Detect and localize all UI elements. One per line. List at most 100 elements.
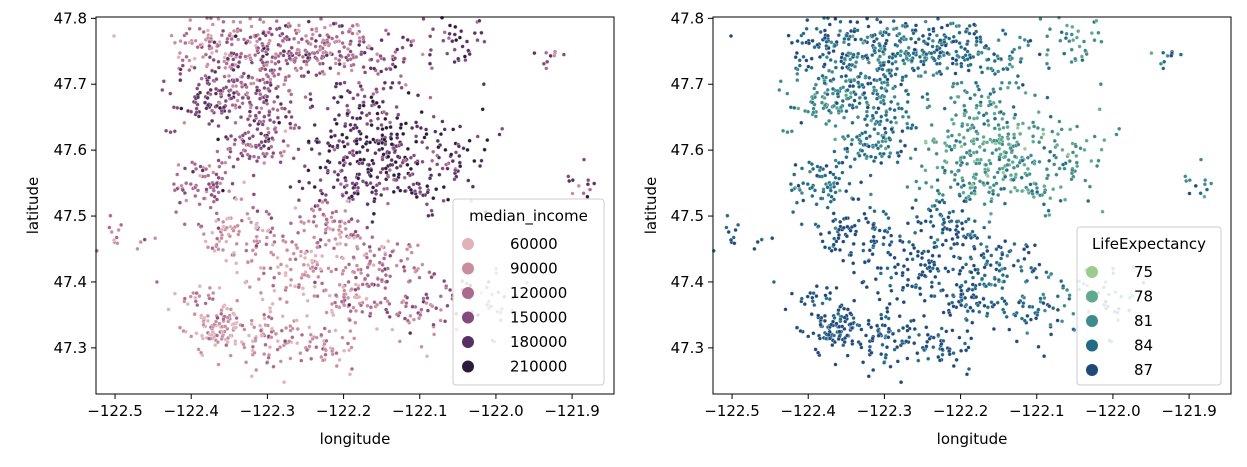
scatter-point (342, 298, 347, 303)
scatter-point (335, 177, 340, 183)
scatter-point (1158, 61, 1163, 66)
scatter-point (172, 291, 177, 296)
scatter-point (214, 242, 219, 247)
scatter-point (1012, 241, 1017, 247)
scatter-point (296, 147, 301, 152)
scatter-point (405, 256, 410, 261)
scatter-point (964, 318, 969, 323)
scatter-point (419, 344, 424, 349)
scatter-point (852, 223, 857, 228)
scatter-point (1022, 247, 1027, 252)
scatter-point (810, 193, 815, 199)
scatter-point (865, 55, 870, 61)
scatter-point (192, 312, 197, 317)
scatter-point (371, 263, 376, 268)
scatter-point (937, 200, 942, 205)
scatter-point (1063, 36, 1068, 41)
scatter-point (237, 60, 242, 65)
scatter-point (726, 229, 731, 235)
scatter-point (1053, 145, 1058, 150)
scatter-point (992, 116, 998, 121)
scatter-point (1022, 295, 1027, 300)
scatter-point (930, 266, 935, 271)
scatter-point (961, 55, 966, 60)
scatter-point (1049, 271, 1054, 276)
scatter-point (222, 74, 227, 79)
scatter-point (826, 50, 832, 55)
scatter-point (802, 302, 807, 307)
scatter-point (957, 41, 962, 46)
scatter-point (1003, 239, 1008, 244)
scatter-point (893, 59, 898, 64)
scatter-point (996, 69, 1001, 74)
scatter-point (853, 232, 858, 237)
scatter-point (1052, 162, 1057, 167)
scatter-point (270, 154, 275, 159)
scatter-point (456, 144, 461, 149)
scatter-point (934, 47, 939, 52)
scatter-point (485, 138, 490, 143)
scatter-point (1014, 80, 1019, 85)
scatter-point (1042, 295, 1047, 301)
scatter-point (951, 34, 956, 39)
scatter-point (809, 65, 814, 70)
scatter-point (957, 132, 962, 137)
y-tick-label: 47.5 (671, 207, 704, 225)
scatter-point (1076, 29, 1081, 34)
scatter-point (973, 176, 978, 181)
scatter-point (244, 248, 249, 253)
scatter-point (959, 144, 964, 149)
scatter-point (976, 110, 981, 115)
scatter-point (247, 123, 253, 128)
scatter-point (941, 310, 946, 315)
scatter-point (444, 284, 449, 289)
scatter-point (416, 181, 421, 187)
scatter-point (365, 121, 370, 127)
scatter-point (937, 253, 942, 259)
scatter-point (321, 38, 326, 43)
scatter-point (998, 152, 1003, 157)
scatter-point (1117, 126, 1122, 131)
scatter-point (216, 16, 221, 21)
scatter-point (836, 308, 841, 313)
scatter-point (892, 255, 897, 260)
scatter-point (377, 104, 382, 109)
scatter-point (828, 199, 833, 204)
scatter-point (940, 165, 945, 170)
scatter-point (857, 95, 862, 100)
scatter-point (205, 62, 210, 67)
scatter-point (883, 314, 888, 319)
scatter-point (194, 291, 199, 296)
scatter-point (187, 26, 192, 31)
scatter-point (275, 255, 280, 260)
scatter-point (888, 364, 893, 369)
scatter-point (944, 148, 949, 154)
scatter-point (373, 151, 378, 156)
scatter-point (864, 113, 870, 119)
scatter-point (981, 255, 986, 260)
scatter-point (852, 98, 857, 103)
scatter-point (309, 147, 314, 152)
scatter-point (270, 226, 275, 231)
scatter-point (231, 311, 236, 316)
scatter-point (206, 336, 212, 341)
scatter-point (221, 28, 226, 33)
scatter-point (470, 184, 475, 189)
scatter-point (244, 241, 249, 247)
scatter-point (905, 324, 910, 329)
scatter-point (929, 280, 934, 285)
scatter-point (249, 322, 254, 327)
scatter-point (917, 186, 922, 191)
scatter-point (1044, 167, 1049, 172)
scatter-point (177, 325, 183, 330)
scatter-point (875, 146, 881, 151)
scatter-point (107, 225, 112, 230)
scatter-point (943, 266, 948, 271)
scatter-point (332, 219, 337, 224)
scatter-point (275, 94, 280, 99)
scatter-point (216, 247, 221, 252)
scatter-point (877, 297, 882, 302)
scatter-point (192, 56, 197, 61)
scatter-point (456, 56, 461, 61)
scatter-point (847, 62, 852, 67)
